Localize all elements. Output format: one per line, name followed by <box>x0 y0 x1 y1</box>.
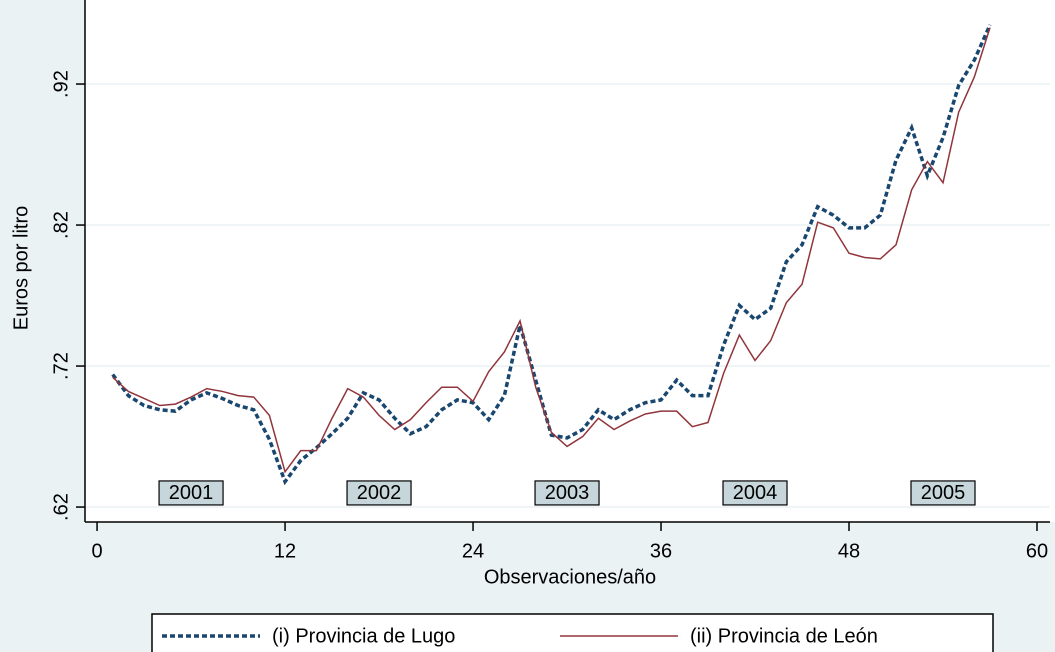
legend-label: (i) Provincia de Lugo <box>272 625 455 647</box>
x-tick-label: 0 <box>92 540 103 562</box>
legend-box <box>151 613 994 652</box>
y-tick-label: .62 <box>50 493 72 521</box>
plot-area <box>85 0 1055 522</box>
annotation-box <box>534 480 600 506</box>
y-tick-label: .92 <box>50 70 72 98</box>
annotation-box <box>158 480 224 506</box>
x-tick-label: 48 <box>838 540 860 562</box>
annotation-box <box>346 480 412 506</box>
annotation: 2003 <box>545 482 590 504</box>
x-axis-title: Observaciones/año <box>484 566 656 588</box>
y-tick-label: .82 <box>50 211 72 239</box>
annotation: 2005 <box>921 482 966 504</box>
x-tick-label: 36 <box>650 540 672 562</box>
series-line <box>111 24 992 486</box>
x-tick-label: 24 <box>462 540 484 562</box>
annotation-box <box>910 480 976 506</box>
y-tick-label: .72 <box>50 352 72 380</box>
legend-label: (ii) Provincia de León <box>690 625 878 647</box>
series-line <box>112 27 991 474</box>
x-tick-label: 12 <box>274 540 296 562</box>
y-axis-title: Euros por litro <box>10 206 32 331</box>
annotation: 2001 <box>169 482 214 504</box>
annotation: 2002 <box>357 482 402 504</box>
annotation: 2004 <box>733 482 778 504</box>
x-tick-label: 60 <box>1026 540 1048 562</box>
annotation-box <box>722 480 788 506</box>
